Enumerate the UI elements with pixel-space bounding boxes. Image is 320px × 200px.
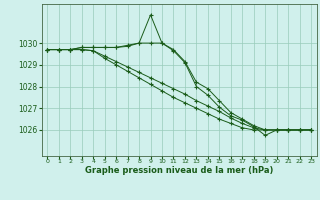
X-axis label: Graphe pression niveau de la mer (hPa): Graphe pression niveau de la mer (hPa)	[85, 166, 273, 175]
